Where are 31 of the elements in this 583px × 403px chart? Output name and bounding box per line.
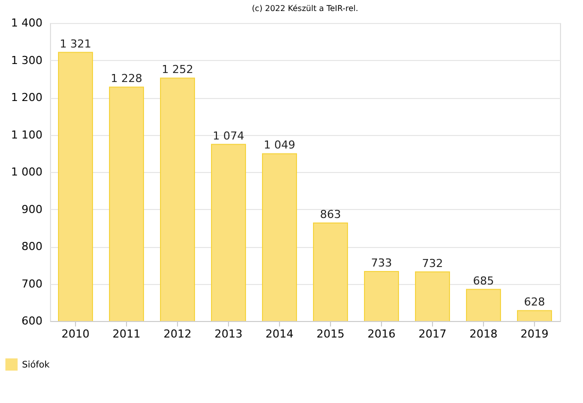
y-tick-label: 1 000 xyxy=(11,166,42,178)
y-tick-label: 600 xyxy=(22,314,42,328)
x-tick-label: 2013 xyxy=(214,328,242,340)
data-label: 733 xyxy=(371,256,392,270)
x-tick-label: 2011 xyxy=(112,328,140,340)
y-tick-label: 1 400 xyxy=(11,16,42,30)
x-tick-label: 2016 xyxy=(368,328,396,340)
x-tick-label: 2018 xyxy=(470,328,498,340)
y-tick-label: 1 200 xyxy=(11,91,42,104)
data-label: 1 228 xyxy=(110,72,142,86)
data-label: 1 252 xyxy=(162,63,194,76)
y-tick-label: 800 xyxy=(22,240,42,253)
chart-title: (c) 2022 Készült a TeIR-rel. xyxy=(252,4,358,13)
x-tick-label: 2015 xyxy=(316,328,344,340)
data-label: 863 xyxy=(320,208,341,222)
data-label: 628 xyxy=(524,296,545,309)
y-tick-label: 900 xyxy=(22,202,42,216)
y-tick-label: 1 100 xyxy=(11,128,42,142)
data-label: 1 074 xyxy=(212,129,244,142)
y-tick-label: 1 300 xyxy=(11,54,42,67)
legend-label: Siófok xyxy=(22,360,50,370)
y-tick-label: 700 xyxy=(22,277,42,290)
data-label: 732 xyxy=(422,256,443,270)
x-tick-label: 2010 xyxy=(62,328,90,340)
data-label: 685 xyxy=(473,274,494,288)
data-label: 1 321 xyxy=(60,37,92,50)
x-tick-label: 2019 xyxy=(520,328,548,340)
x-tick-label: 2012 xyxy=(164,328,192,340)
x-tick-label: 2014 xyxy=(266,328,294,340)
x-tick-label: 2017 xyxy=(418,328,446,340)
data-label: 1 049 xyxy=(264,138,296,152)
